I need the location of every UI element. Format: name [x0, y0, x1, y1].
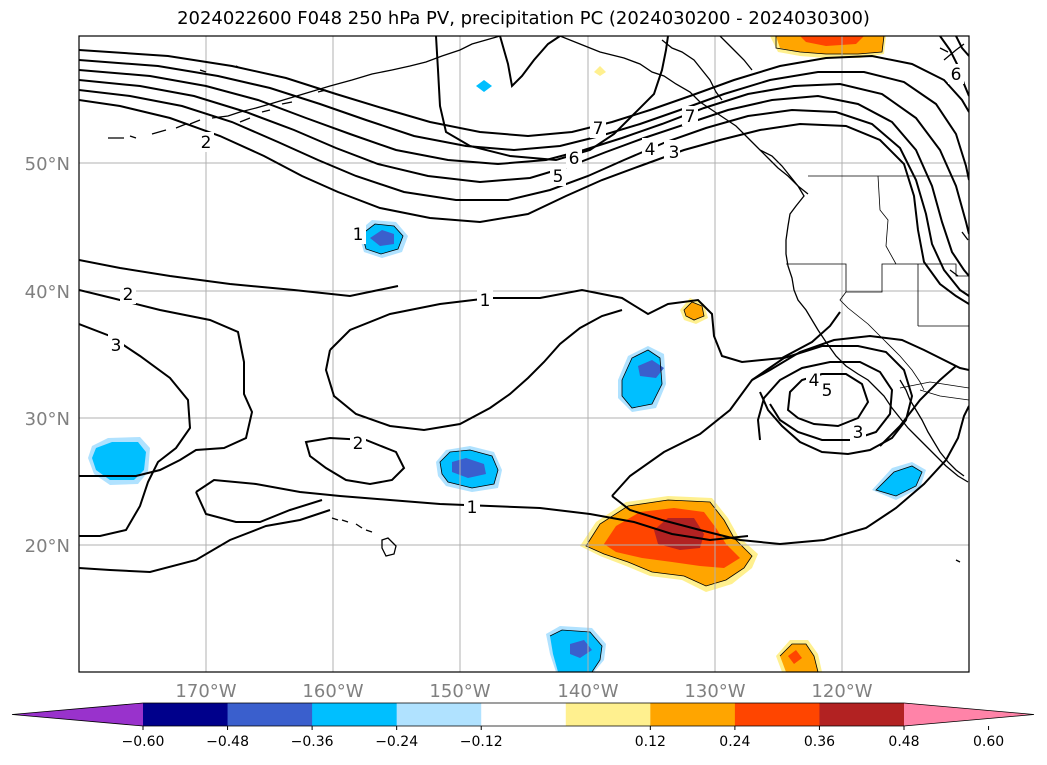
- contour-label-2: 2: [201, 133, 212, 153]
- gridlines: [79, 36, 969, 672]
- contour-label-3: 3: [111, 336, 122, 356]
- contour-label-2: 2: [123, 285, 134, 305]
- pv-contour-5-cutoff: [786, 373, 870, 428]
- pv-contour-2-west: [79, 289, 254, 477]
- colorbar-tick-label: 0.48: [888, 734, 919, 750]
- lon-label-120w: 120°W: [811, 681, 872, 702]
- colorbar-tick-label: −0.48: [206, 734, 249, 750]
- pv-contour-1-central: [329, 288, 841, 364]
- colorbar-extend-max: [904, 703, 1034, 726]
- pv-contour-2: [79, 99, 969, 305]
- contour-label-4: 4: [645, 140, 656, 160]
- lon-label-150w: 150°W: [429, 681, 490, 702]
- colorbar-box: [396, 703, 482, 726]
- lat-label-20n: 20°N: [25, 536, 70, 557]
- colorbar-box: [312, 703, 398, 726]
- contour-labels: 1 1 1 2 2 2 3 3 3 4 4 5 5: [108, 64, 964, 518]
- contour-label-7: 7: [685, 107, 696, 127]
- colorbar-box: [565, 703, 651, 726]
- colorbar: −0.60 −0.48 −0.36 −0.24 −0.12 0.12 0.24 0.36 0.4…: [11, 702, 1035, 750]
- colorbar-tick-label: −0.60: [122, 734, 165, 750]
- borders: [786, 175, 969, 401]
- lat-label-50n: 50°N: [25, 154, 70, 175]
- pv-contour-3-west: [79, 323, 192, 537]
- lat-label-30n: 30°N: [25, 409, 70, 430]
- colorbar-box: [650, 703, 736, 726]
- colorbar-box: [143, 703, 229, 726]
- colorbar-tick-label: −0.12: [460, 734, 503, 750]
- contour-label-1: 1: [467, 498, 478, 518]
- pv-contour-7: [79, 49, 969, 138]
- contour-label-1: 1: [353, 225, 364, 245]
- contour-label-5: 5: [822, 381, 833, 401]
- map-panel: 1 1 1 2 2 2 3 3 3 4 4 5 5: [79, 36, 969, 672]
- colorbar-tick-label: −0.24: [375, 734, 418, 750]
- colorbar-tick-label: 0.12: [635, 734, 666, 750]
- colorbar-tick-label: 0.36: [804, 734, 835, 750]
- map-title: 2024022600 F048 250 hPa PV, precipitatio…: [177, 8, 870, 29]
- neg-cell-tiny: [476, 80, 492, 92]
- colorbar-box: [481, 703, 567, 726]
- colorbar-tick-label: −0.36: [291, 734, 334, 750]
- contour-label-5: 5: [553, 167, 564, 187]
- pv-contour-5: [79, 69, 969, 235]
- contour-label-7: 7: [593, 119, 604, 139]
- lon-label-160w: 160°W: [302, 681, 363, 702]
- contour-label-3: 3: [853, 423, 864, 443]
- contour-label-2: 2: [353, 434, 364, 454]
- colorbar-extend-min: [12, 703, 143, 726]
- longitude-labels: 170°W 160°W 150°W 140°W 130°W 120°W: [175, 681, 872, 702]
- colorbar-tick-label: 0.60: [973, 734, 1004, 750]
- map-frame: [78, 35, 970, 673]
- pos-cell-tiny: [594, 66, 606, 76]
- colorbar-box: [227, 703, 313, 726]
- lon-label-130w: 130°W: [684, 681, 745, 702]
- lat-label-40n: 40°N: [25, 282, 70, 303]
- contour-label-6: 6: [569, 149, 580, 169]
- colorbar-box: [734, 703, 820, 726]
- colorbar-tick-label: 0.24: [719, 734, 750, 750]
- pv-contour-3-cutoff: [611, 345, 914, 497]
- coastlines: [108, 36, 969, 563]
- colorbar-box: [819, 703, 905, 726]
- latitude-labels: 50°N 40°N 30°N 20°N: [25, 154, 70, 557]
- lon-label-140w: 140°W: [557, 681, 618, 702]
- pv-contour-6: [79, 59, 969, 181]
- contour-label-4: 4: [809, 371, 820, 391]
- contour-label-1: 1: [480, 291, 491, 311]
- contour-label-3: 3: [669, 143, 680, 163]
- contour-label-6: 6: [951, 65, 962, 85]
- lon-label-170w: 170°W: [175, 681, 236, 702]
- precip-outlines: [361, 36, 923, 672]
- pv-contour-4-cutoff: [756, 361, 894, 441]
